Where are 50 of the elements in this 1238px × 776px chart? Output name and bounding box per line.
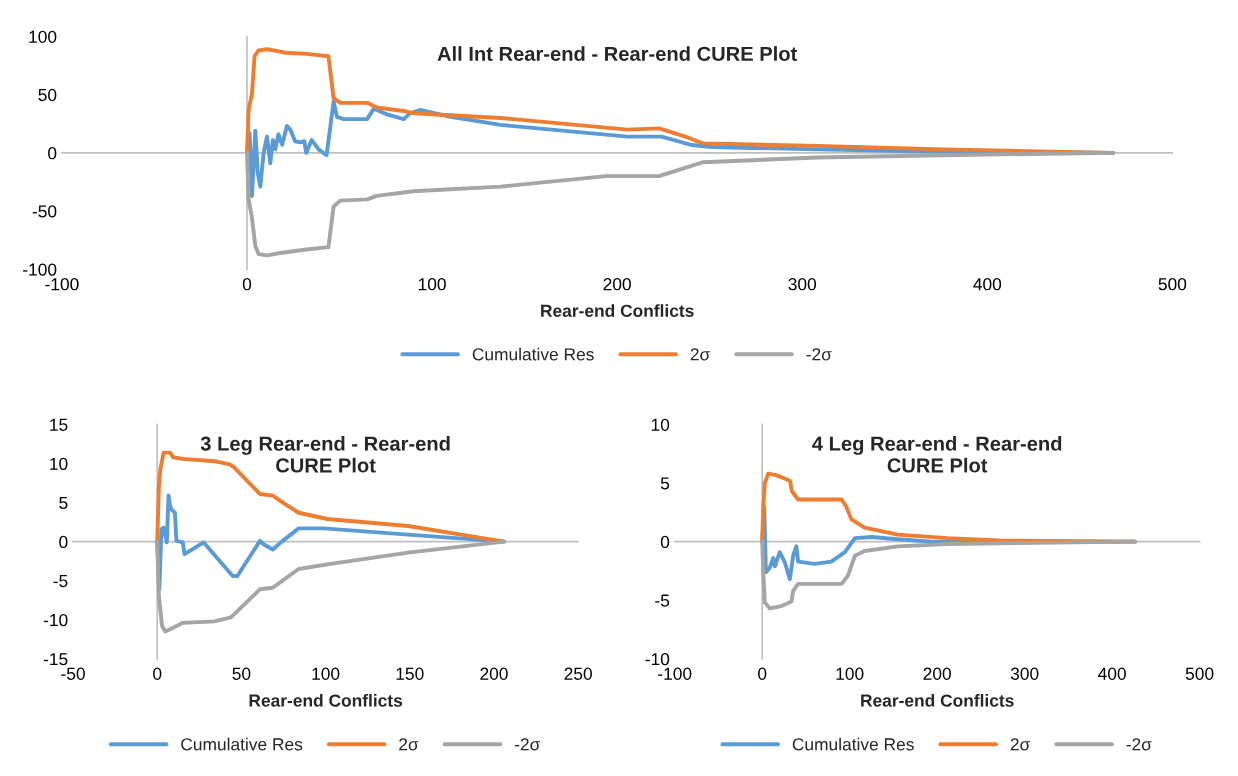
x-tick-label: 200 [923,667,951,680]
y-tick-label: -5 [655,594,670,607]
text: 3 Leg Rear-end - Rear-end CURE Plot [200,436,450,473]
x-tick-label: 400 [973,278,1002,291]
y-tick-label: 100 [29,30,57,43]
legend-label: 2σ [399,738,419,751]
legend-label: 2σ [690,348,710,361]
y-tick-label: 10 [50,457,68,470]
text: 4 Leg Rear-end - Rear-end CURE Plot [812,436,1062,473]
legend-label: Cumulative Res [792,737,914,751]
legend-label: 2σ [1010,738,1030,751]
legend-label: Cumulative Res [181,737,303,751]
y-tick-label: 0 [59,535,68,549]
x-tick-label: 150 [396,667,424,680]
x-tick-label: 0 [758,667,767,680]
y-tick-label: -10 [43,613,68,627]
y-tick-label: -15 [43,653,68,666]
x-tick-label: 100 [312,667,340,680]
legend-label: Cumulative Res [472,347,594,361]
x-tick-label: 250 [564,667,592,680]
y-tick-label: 10 [651,418,670,431]
chart-title: All Int Rear-end - Rear-end CURE Plot [437,46,798,61]
legend-label: -2σ [514,738,541,751]
x-axis-title: Rear-end Conflicts [541,304,694,317]
x-axis-title: Rear-end Conflicts [249,693,403,707]
y-tick-label: -5 [53,575,68,588]
x-tick-label: 300 [1010,667,1039,680]
x-tick-label: 500 [1158,278,1187,291]
legend-label: -2σ [806,348,832,361]
y-tick-label: 50 [38,88,57,102]
x-tick-label: 0 [153,667,162,680]
y-tick-label: 5 [660,477,670,490]
y-tick-label: -100 [23,263,57,276]
x-tick-label: 300 [788,278,817,291]
x-tick-label: 400 [1098,667,1126,680]
legend-label: -2σ [1126,738,1152,751]
x-tick-label: 200 [603,278,631,291]
x-tick-label: 200 [480,667,508,680]
y-tick-label: 15 [50,418,68,431]
x-axis-title: Rear-end Conflicts [861,693,1014,707]
y-tick-label: 0 [660,535,670,549]
x-tick-label: 100 [836,667,864,680]
x-tick-label: 0 [242,278,252,291]
y-tick-label: -10 [645,652,670,666]
x-tick-label: 100 [418,278,446,291]
x-tick-label: 500 [1185,667,1214,680]
y-tick-label: 5 [59,496,68,510]
x-tick-label: 50 [232,667,251,680]
y-tick-label: 0 [48,147,57,160]
y-tick-label: -50 [32,205,57,218]
